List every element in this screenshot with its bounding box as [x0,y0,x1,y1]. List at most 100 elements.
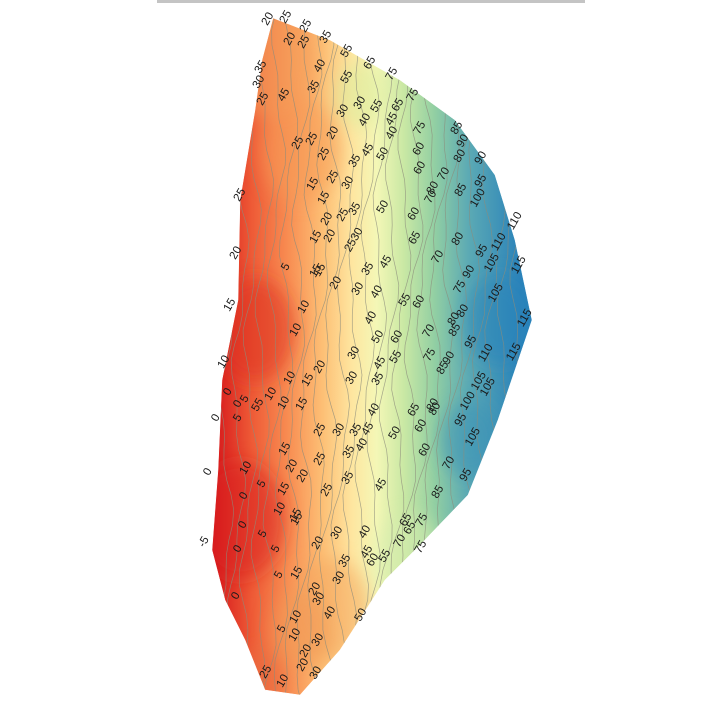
contour-label: 30 [350,280,367,297]
contour-label: 75 [452,278,469,295]
contour-label: 110 [505,210,525,232]
contour-label: 55 [397,291,414,308]
contour-label: 80 [446,310,463,327]
contour-label: 45 [372,354,389,371]
contour-line [342,18,368,695]
contour-label: 40 [357,111,374,128]
contour-label: 20 [322,227,339,244]
contour-label: 45 [378,253,395,270]
contour-label: 10 [282,369,299,386]
contour-label: 5 [272,569,286,581]
contour-label: 65 [390,96,407,113]
contour-label: 10 [238,459,255,476]
contour-label: 55 [388,348,405,365]
contour-label: 5 [279,261,293,273]
contour-label: 20 [312,358,329,375]
contour-label: 0 [231,398,245,410]
contour-label: 65 [398,511,415,528]
contour-label: 0 [231,543,245,555]
contour-line [284,18,311,695]
contour-label: 30 [340,174,357,191]
contour-label: 80 [425,179,442,196]
contour-label: 25 [335,206,352,223]
contour-label: 25 [232,186,249,203]
contour-label: 15 [276,480,293,497]
contour-label: 20 [319,210,336,227]
contour-label: 30 [331,569,348,586]
contour-label: 30 [335,102,352,119]
contour-label: 35 [253,58,270,75]
contour-label: 65 [362,54,379,71]
contour-label: 90 [441,349,458,366]
contour-label: 90 [473,149,490,166]
contour-label: 25 [312,450,329,467]
contour-label: 25 [290,134,307,151]
contour-line [273,18,299,695]
contour-label: 40 [363,309,380,326]
contour-label: 15 [316,189,333,206]
contour-label: 10 [275,672,292,689]
contour-label: 50 [370,328,387,345]
contour-label: 55 [377,547,394,564]
contour-label: 55 [250,396,267,413]
contour-label: 95 [473,172,490,189]
contour-label: 40 [369,283,386,300]
contour-label: 5 [256,528,270,540]
contour-label: 45 [384,110,401,127]
contour-label: 10 [263,385,280,402]
contour-label: 50 [375,145,392,162]
contour-label: 15 [288,506,305,523]
contour-label: 45 [373,476,390,493]
contour-label: 15 [289,564,306,581]
contour-label: 90 [461,263,478,280]
contour-label: 55 [339,42,356,59]
contour-label: 0 [236,519,250,531]
contour-label: 60 [413,417,430,434]
contour-label: 20 [260,10,277,27]
contour-label: 85 [453,181,470,198]
contour-label: 35 [360,260,377,277]
contour-label: 85 [430,483,447,500]
contour-label: 35 [347,152,364,169]
contour-label: 60 [417,441,434,458]
contour-label: 10 [288,321,305,338]
contour-label: 25 [296,33,313,50]
contour-label: 55 [339,68,356,85]
contour-label: 70 [421,322,438,339]
contour-label: 20 [295,656,312,673]
contour-label: 5 [238,393,252,405]
contour-label: 10 [276,394,293,411]
contour-label: 60 [389,328,406,345]
contour-label: 95 [458,466,475,483]
contour-label: 25 [258,663,275,680]
contour-label: 0 [209,412,223,424]
top-divider [157,0,585,3]
contour-label: 70 [392,532,409,549]
contour-label: 5 [275,623,289,635]
contour-line [330,18,356,695]
contour-label: 25 [298,17,315,34]
contour-label: 15 [308,262,325,279]
contour-label: 15 [305,175,322,192]
contour-label: -5 [196,535,212,550]
contour-label: 15 [294,395,311,412]
contour-label: 25 [304,130,321,147]
contour-label: 30 [311,590,328,607]
contour-label: 25 [278,8,295,25]
contour-label: 60 [411,293,428,310]
contour-label: 60 [412,159,429,176]
contour-label: 0 [221,386,235,398]
contour-line [349,18,380,695]
contour-label: 35 [318,28,335,45]
contour-label: 30 [310,631,327,648]
contour-label: 65 [407,229,424,246]
contour-label: 0 [229,590,243,602]
contour-label: 20 [325,124,342,141]
contour-label: 85 [435,359,452,376]
map-extent-outline [211,17,533,696]
contour-label: 25 [325,168,342,185]
contour-label: 80 [427,400,444,417]
contour-line [250,18,274,695]
contour-label: 75 [413,538,430,555]
contour-label: 30 [331,421,348,438]
